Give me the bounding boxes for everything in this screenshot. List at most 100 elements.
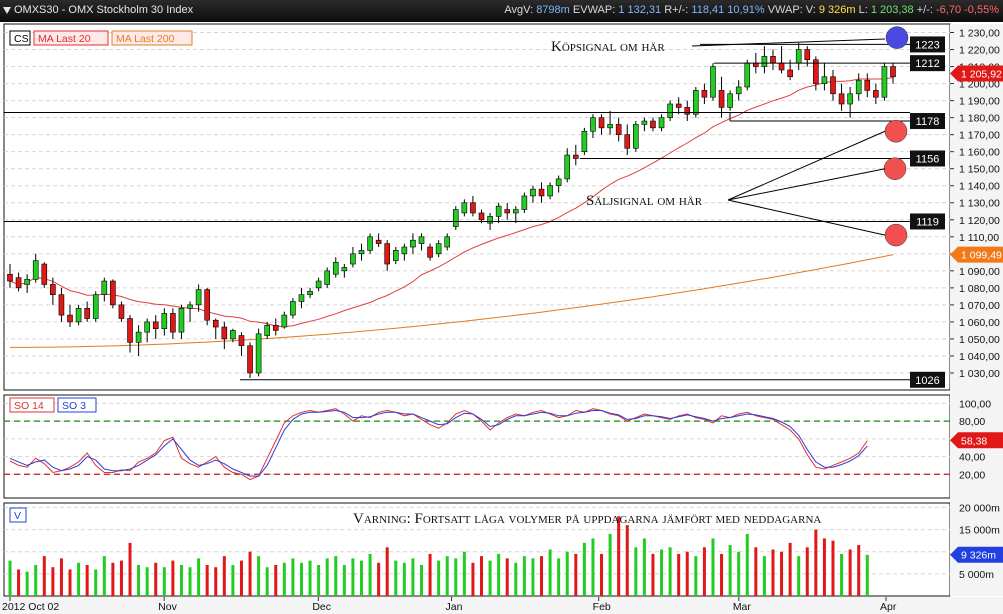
volume-bar	[608, 534, 612, 596]
stat-label: AvgV:	[504, 4, 537, 16]
volume-bar	[840, 553, 844, 596]
volume-bar	[685, 551, 689, 596]
x-tick-label: Feb	[593, 601, 611, 613]
volume-bar	[720, 553, 724, 596]
y-axis-area	[950, 24, 1003, 596]
volume-bar	[805, 547, 809, 596]
stat-label: EVWAP:	[572, 4, 619, 16]
volume-bar	[574, 553, 578, 596]
volume-bar	[368, 553, 372, 596]
stat-value: 1 132,31	[618, 4, 662, 16]
volume-tick-label: 15 000m	[959, 525, 1000, 537]
candle-body	[521, 195, 528, 210]
candle-body	[873, 90, 879, 98]
level-label-box	[910, 213, 945, 230]
candle-body	[761, 56, 768, 67]
sell-signal-marker	[884, 223, 908, 247]
buy-signal-annotation: Köpsignal om här	[551, 39, 665, 55]
volume-bar	[788, 542, 792, 596]
candle-body	[727, 93, 733, 108]
so3-line	[9, 409, 868, 477]
volume-bar	[548, 549, 552, 596]
candle-body	[547, 185, 553, 197]
price-tick-label: 1 130,00	[959, 198, 1000, 210]
volume-bar	[154, 562, 158, 596]
candle-body	[298, 294, 305, 302]
volume-bar	[291, 558, 295, 596]
x-tick-label: Mar	[733, 601, 752, 613]
stat-label: VWAP:	[767, 4, 806, 16]
volume-bar	[728, 545, 732, 596]
stoch-tick-label: 40,00	[959, 452, 985, 464]
candle-body	[67, 314, 73, 323]
level-label: 1026	[915, 375, 939, 387]
window-menu-icon[interactable]	[3, 7, 11, 14]
candle-body	[247, 345, 253, 374]
stoch-tick-label: 80,00	[959, 416, 985, 428]
volume-bar	[171, 560, 175, 596]
volume-bar	[625, 525, 629, 596]
candle-body	[375, 239, 382, 244]
candle-body	[693, 90, 699, 115]
volume-bar	[299, 562, 303, 596]
candle-body	[787, 69, 793, 78]
volume-bar	[102, 556, 106, 596]
candle-body	[461, 202, 468, 214]
volume-bar	[222, 556, 226, 596]
candle-body	[341, 267, 348, 272]
price-legend-label: CS	[14, 33, 29, 45]
candle-body	[24, 279, 30, 285]
candle-body	[847, 93, 853, 105]
volume-bar	[668, 547, 672, 596]
price-legend-label: MA Last 20	[38, 33, 91, 45]
last-price-label: 1 205,92	[961, 69, 1002, 81]
volume-bar	[145, 567, 149, 596]
candle-body	[32, 260, 39, 280]
price-tick-label: 1 220,00	[959, 45, 1000, 57]
volume-bar	[531, 558, 535, 596]
level-label-box	[910, 113, 945, 130]
so14-line	[9, 408, 868, 481]
candle-body	[367, 236, 373, 251]
candle-body	[718, 90, 725, 108]
candle-body	[624, 134, 631, 149]
candle-body	[332, 262, 339, 275]
candle-body	[778, 62, 785, 71]
stat-value: -6,70	[936, 4, 962, 16]
stat-label: L:	[858, 4, 871, 16]
volume-bar	[34, 565, 38, 596]
volume-bar	[197, 558, 201, 596]
volume-warning-annotation: Varning: Fortsatt låga volymer på uppdag…	[353, 511, 821, 527]
buy-annotation-pointer	[691, 38, 886, 47]
volume-bar	[745, 534, 749, 596]
price-legend-item	[9, 30, 31, 46]
candle-body	[804, 49, 811, 61]
candle-body	[135, 331, 142, 343]
candle-body	[470, 202, 476, 214]
candle-body	[658, 117, 665, 129]
volume-bar	[137, 565, 141, 596]
volume-legend-label: V	[14, 510, 21, 522]
volume-bar	[591, 538, 595, 596]
volume-bar	[419, 565, 423, 596]
candle-body	[710, 66, 716, 98]
volume-bar	[565, 551, 569, 596]
candle-body	[255, 333, 262, 374]
volume-legend-item	[9, 507, 27, 523]
candle-body	[830, 76, 836, 95]
stoch-legend-label: SO 3	[62, 400, 86, 412]
candle-body	[195, 289, 202, 306]
stoch-legend-item	[57, 397, 97, 413]
volume-bar	[17, 569, 21, 596]
x-tick-label: Dec	[312, 601, 331, 613]
candle-body	[212, 319, 219, 328]
volume-bar	[797, 556, 801, 596]
candle-body	[401, 246, 408, 255]
candle-body	[7, 273, 13, 282]
candle-body	[444, 236, 451, 248]
candle-body	[641, 120, 648, 125]
sell-annotation-pointer	[727, 168, 886, 201]
candle-body	[427, 246, 433, 258]
candle-body	[50, 284, 56, 295]
